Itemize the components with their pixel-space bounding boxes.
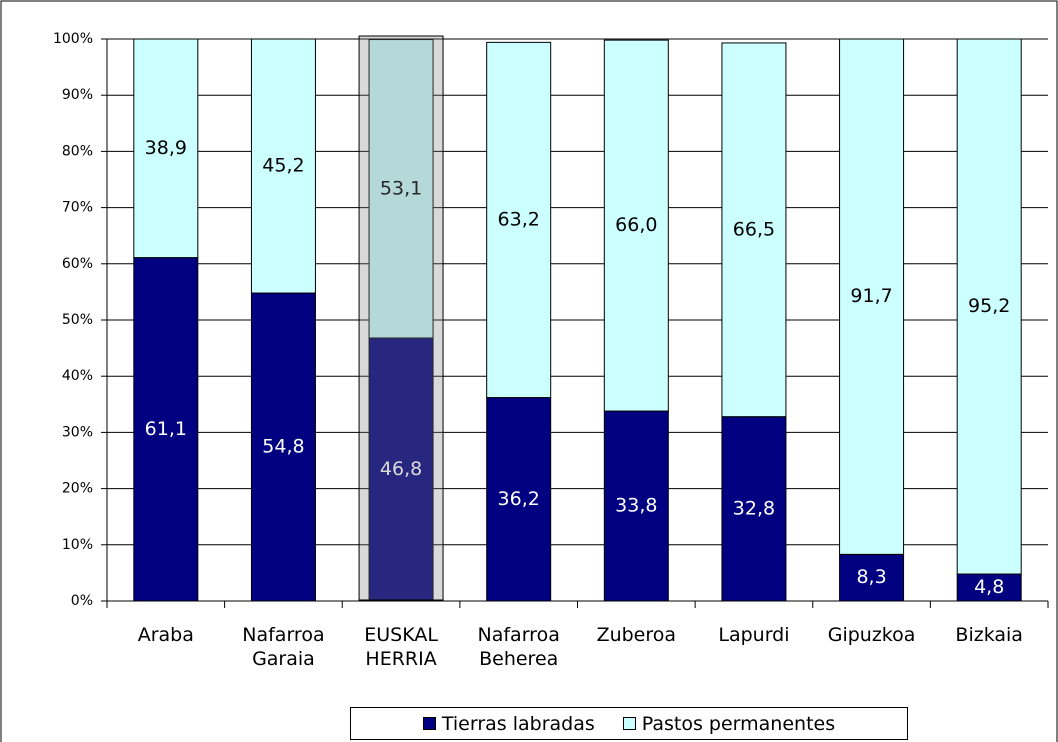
data-label: 61,1	[145, 418, 187, 440]
y-tick-label: 30%	[62, 424, 93, 440]
x-tick-label: Nafarroa Garaia	[242, 624, 325, 670]
bar-segment	[133, 257, 199, 602]
data-label: 91,7	[850, 285, 892, 307]
data-label: 63,2	[498, 208, 540, 230]
bar-segment	[250, 292, 316, 602]
y-tick-label: 70%	[62, 200, 93, 216]
data-label: 66,0	[615, 214, 657, 236]
x-tick-label: Gipuzkoa	[827, 624, 916, 646]
bar-segment	[368, 337, 434, 602]
bar-segment	[721, 416, 787, 602]
y-tick-label: 20%	[62, 481, 93, 497]
data-label: 53,1	[380, 177, 422, 199]
legend-swatch	[422, 717, 436, 730]
data-label: 4,8	[974, 576, 1004, 598]
bar-segment	[486, 397, 552, 602]
y-tick-label: 100%	[53, 31, 93, 47]
bar-segment	[839, 38, 905, 555]
bar-segment	[721, 42, 787, 418]
x-tick-label: Nafarroa Beherea	[477, 624, 560, 670]
legend-swatch	[622, 717, 636, 730]
x-tick-label: Zuberoa	[596, 624, 677, 646]
bar-segment	[603, 39, 669, 412]
y-tick-label: 80%	[62, 143, 93, 159]
data-label: 36,2	[498, 488, 540, 510]
x-tick-label: Bizkaia	[955, 624, 1023, 646]
data-label: 32,8	[733, 497, 775, 519]
bar-segment	[368, 39, 434, 339]
bar-segment	[839, 553, 905, 602]
data-label: 33,8	[615, 495, 657, 517]
highlight-box	[358, 35, 444, 601]
bar-segment	[956, 573, 1022, 602]
legend-label: Pastos permanentes	[641, 712, 836, 735]
x-tick-label: Lapurdi	[718, 624, 790, 646]
data-label: 8,3	[856, 566, 886, 588]
y-tick-label: 60%	[62, 256, 93, 272]
data-label: 66,5	[733, 218, 775, 240]
y-tick-label: 40%	[62, 368, 93, 384]
y-tick-label: 10%	[62, 537, 93, 553]
data-label: 38,9	[145, 137, 187, 159]
x-tick-label: Araba	[137, 624, 194, 646]
data-label: 45,2	[262, 155, 304, 177]
y-tick-label: 50%	[62, 312, 93, 328]
y-tick-label: 0%	[71, 593, 93, 609]
y-tick-label: 90%	[62, 87, 93, 103]
x-tick-label: EUSKAL HERRIA	[364, 624, 438, 670]
data-label: 95,2	[968, 295, 1010, 317]
legend-item: Pastos permanentes	[622, 712, 836, 735]
bar-segment	[133, 38, 199, 259]
data-label: 54,8	[262, 436, 304, 458]
legend-item: Tierras labradas	[422, 712, 595, 735]
bar-segment	[486, 41, 552, 399]
data-label: 46,8	[380, 458, 422, 480]
legend: Tierras labradas Pastos permanentes	[350, 707, 908, 740]
bar-segment	[956, 38, 1022, 575]
bar-segment	[250, 38, 316, 294]
legend-label: Tierras labradas	[441, 712, 595, 735]
